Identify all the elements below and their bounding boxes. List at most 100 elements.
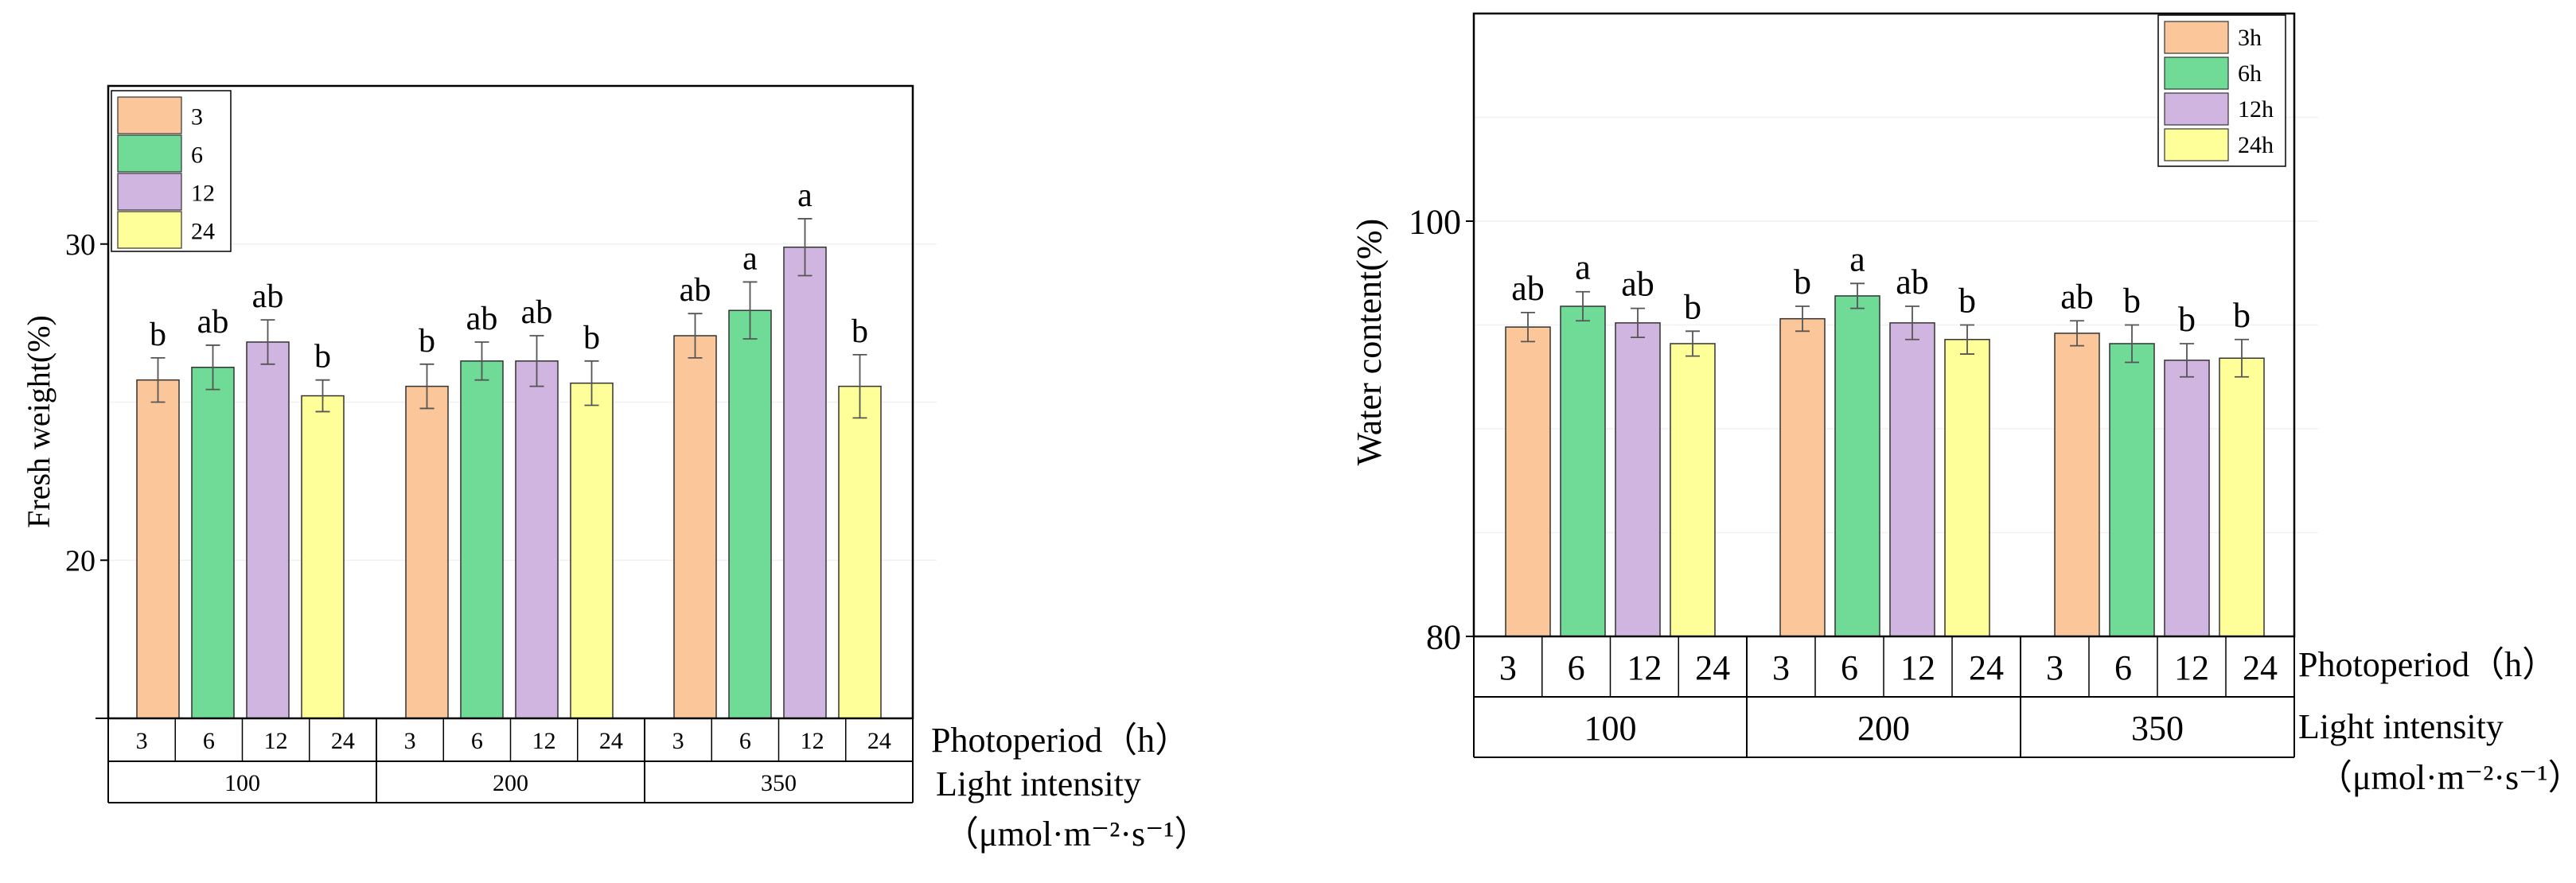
bar-24-350: [838, 385, 882, 719]
y-axis-label: Fresh weight(%): [21, 315, 57, 528]
bar-3h-350: [2054, 333, 2100, 637]
significance-letter: a: [1575, 248, 1591, 287]
legend-swatch: [2164, 128, 2229, 161]
significance-letter: b: [2233, 296, 2251, 335]
bar-3-200: [405, 385, 449, 719]
significance-letter: b: [1684, 287, 1701, 326]
significance-letter: ab: [521, 294, 553, 331]
photoperiod-tick-label: 24: [599, 728, 623, 754]
legend-swatch: [117, 134, 182, 173]
bar-12h-350: [2164, 360, 2210, 637]
significance-letter: ab: [680, 272, 711, 309]
legend-swatch: [2164, 92, 2229, 126]
photoperiod-tick-label: 12: [264, 728, 288, 754]
legend-swatch: [117, 96, 182, 134]
bar-12-350: [783, 246, 827, 719]
photoperiod-tick-label: 12: [2174, 648, 2209, 687]
bar-12-200: [515, 360, 559, 719]
photoperiod-tick-label: 3: [1772, 648, 1790, 687]
bar-6h-200: [1834, 295, 1880, 637]
bar-3-100: [136, 379, 180, 719]
bar-12h-100: [1615, 322, 1661, 637]
photoperiod-tick-label: 3: [136, 728, 148, 754]
photoperiod-tick-label: 3: [2046, 648, 2064, 687]
bar-3h-100: [1505, 326, 1551, 637]
significance-letter: ab: [1511, 269, 1545, 308]
significance-letter: b: [2178, 300, 2196, 339]
photoperiod-tick-label: 24: [867, 728, 891, 754]
photoperiod-tick-label: 6: [1568, 648, 1585, 687]
legend-label: 6: [191, 142, 203, 169]
photoperiod-axis-label: Photoperiod（h）: [2298, 645, 2557, 684]
significance-letter: a: [797, 177, 813, 214]
photoperiod-tick-label: 24: [1969, 648, 2004, 687]
light-intensity-tick-label: 200: [493, 770, 528, 796]
significance-letter: b: [1794, 263, 1811, 301]
light-intensity-tick-label: 200: [1857, 709, 1910, 748]
light-intensity-unit-label: （μmol·m⁻²·s⁻¹）: [2317, 758, 2576, 797]
significance-letter: b: [150, 317, 166, 353]
legend-swatch: [117, 173, 182, 211]
significance-letter: b: [583, 320, 600, 356]
significance-letter: a: [742, 240, 758, 277]
bar-24-200: [570, 382, 614, 719]
y-tick-label: 30: [65, 228, 95, 262]
light-intensity-unit-label: （μmol·m⁻²·s⁻¹）: [944, 815, 1210, 854]
light-intensity-axis-label: Light intensity: [2298, 707, 2504, 746]
photoperiod-tick-label: 12: [801, 728, 824, 754]
photoperiod-tick-label: 6: [1841, 648, 1858, 687]
bar-12h-200: [1889, 322, 1935, 637]
legend-swatch: [2164, 56, 2229, 90]
bar-24h-200: [1944, 339, 1990, 637]
significance-letter: ab: [2060, 277, 2094, 316]
photoperiod-axis-label: Photoperiod（h）: [931, 721, 1190, 760]
bar-6-100: [191, 367, 235, 719]
bar-6-200: [460, 360, 504, 719]
bar-24-100: [301, 395, 345, 719]
legend-label: 3: [191, 104, 203, 130]
photoperiod-tick-label: 12: [1900, 648, 1935, 687]
legend-label: 3h: [2238, 25, 2262, 51]
significance-letter: b: [1958, 282, 1976, 321]
photoperiod-tick-label: 6: [2114, 648, 2132, 687]
significance-letter: b: [2123, 282, 2141, 321]
legend-label: 6h: [2238, 60, 2262, 87]
light-intensity-tick-label: 100: [1584, 709, 1637, 748]
significance-letter: ab: [1621, 265, 1654, 304]
bar-6h-100: [1560, 305, 1606, 637]
photoperiod-tick-label: 24: [331, 728, 355, 754]
photoperiod-tick-label: 24: [2243, 648, 2278, 687]
y-axis-label: Water content(%): [1350, 219, 1389, 465]
significance-letter: b: [419, 323, 435, 360]
photoperiod-tick-label: 6: [203, 728, 215, 754]
light-intensity-tick-label: 350: [2131, 709, 2184, 748]
photoperiod-tick-label: 6: [739, 728, 751, 754]
photoperiod-tick-label: 3: [404, 728, 416, 754]
y-tick-label: 100: [1409, 202, 1461, 241]
significance-letter: b: [852, 313, 868, 350]
bar-3h-200: [1779, 317, 1826, 637]
legend-label: 24h: [2238, 132, 2274, 158]
bar-6-350: [728, 309, 772, 719]
photoperiod-tick-label: 3: [1499, 648, 1517, 687]
photoperiod-tick-label: 3: [672, 728, 684, 754]
photoperiod-tick-label: 24: [1695, 648, 1730, 687]
significance-letter: a: [1849, 239, 1865, 278]
photoperiod-tick-label: 6: [471, 728, 483, 754]
photoperiod-tick-label: 12: [532, 728, 556, 754]
legend-label: 12: [191, 181, 215, 207]
legend-label: 12h: [2238, 96, 2274, 123]
legend-swatch: [2164, 21, 2229, 54]
light-intensity-axis-label: Light intensity: [936, 764, 1141, 803]
significance-letter: ab: [466, 301, 498, 337]
significance-letter: b: [314, 339, 331, 375]
y-tick-label: 20: [65, 545, 95, 578]
bar-3-350: [673, 335, 717, 719]
light-intensity-tick-label: 350: [761, 770, 797, 796]
light-intensity-tick-label: 100: [224, 770, 260, 796]
significance-letter: ab: [197, 304, 229, 340]
legend-label: 24: [191, 219, 215, 245]
